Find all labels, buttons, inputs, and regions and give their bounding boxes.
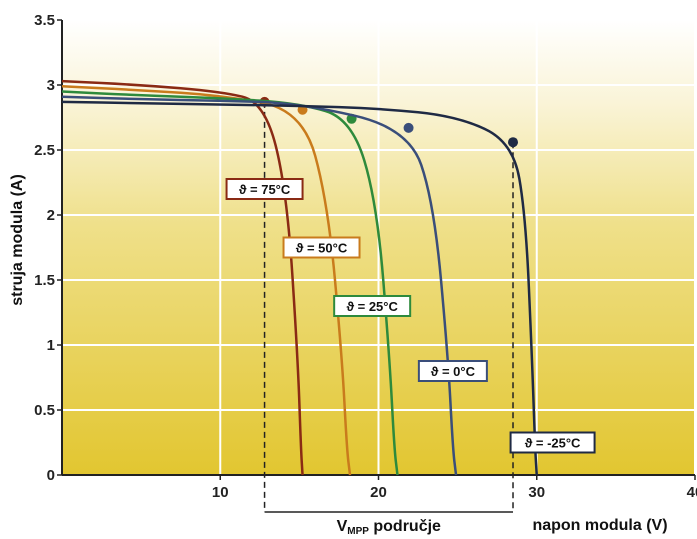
y-tick-label: 3	[47, 77, 55, 94]
x-tick-label: 20	[370, 484, 387, 501]
mpp-point-4	[508, 137, 519, 148]
temp-label-box-3	[417, 360, 488, 382]
mpp-range-label: VMPP područje	[337, 518, 441, 537]
temperature-labels: ϑ = 75°C ϑ = 50°C ϑ = 25°C ϑ = 0°C ϑ = -25°C	[225, 178, 596, 454]
temp-label-4: ϑ = -25°C	[525, 436, 581, 451]
temp-label-box-2	[333, 295, 412, 317]
y-tick-label: 3.5	[34, 12, 55, 29]
temp-label-0: ϑ = 75°C	[239, 182, 291, 197]
temp-label-box-0	[225, 178, 304, 200]
y-tick-label: 0	[47, 467, 55, 484]
x-tick-label: 10	[212, 484, 229, 501]
y-tick-label: 2.5	[34, 142, 55, 159]
temp-label-1: ϑ = 50°C	[296, 241, 348, 256]
axes: 0 0.5 1 1.5 2 2.5 3 3.5 10 20 30 40	[34, 12, 697, 501]
x-axis-title: napon modula (V)	[532, 517, 667, 534]
y-tick-label: 2	[47, 207, 55, 224]
temp-label-3: ϑ = 0°C	[431, 364, 476, 379]
series-line-1	[61, 85, 352, 476]
y-tick-label: 1	[47, 337, 55, 354]
temp-label-box-4	[509, 431, 596, 454]
series-line-0	[61, 79, 304, 476]
x-tick-label: 30	[528, 484, 545, 501]
mpp-dashed-lines	[263, 101, 514, 512]
series-line-2	[61, 90, 399, 476]
y-tick-label: 0.5	[34, 402, 55, 419]
temp-label-box-1	[282, 236, 361, 259]
series-group	[61, 79, 538, 476]
mpp-point-3	[403, 122, 414, 133]
x-tick-label: 40	[687, 484, 697, 501]
temp-label-2: ϑ = 25°C	[346, 299, 398, 314]
series-line-4	[61, 100, 538, 476]
y-axis-title: struja modula (A)	[9, 174, 26, 306]
mpp-range-bracket: VMPP područje	[264, 511, 514, 537]
y-tick-label: 1.5	[34, 272, 55, 289]
